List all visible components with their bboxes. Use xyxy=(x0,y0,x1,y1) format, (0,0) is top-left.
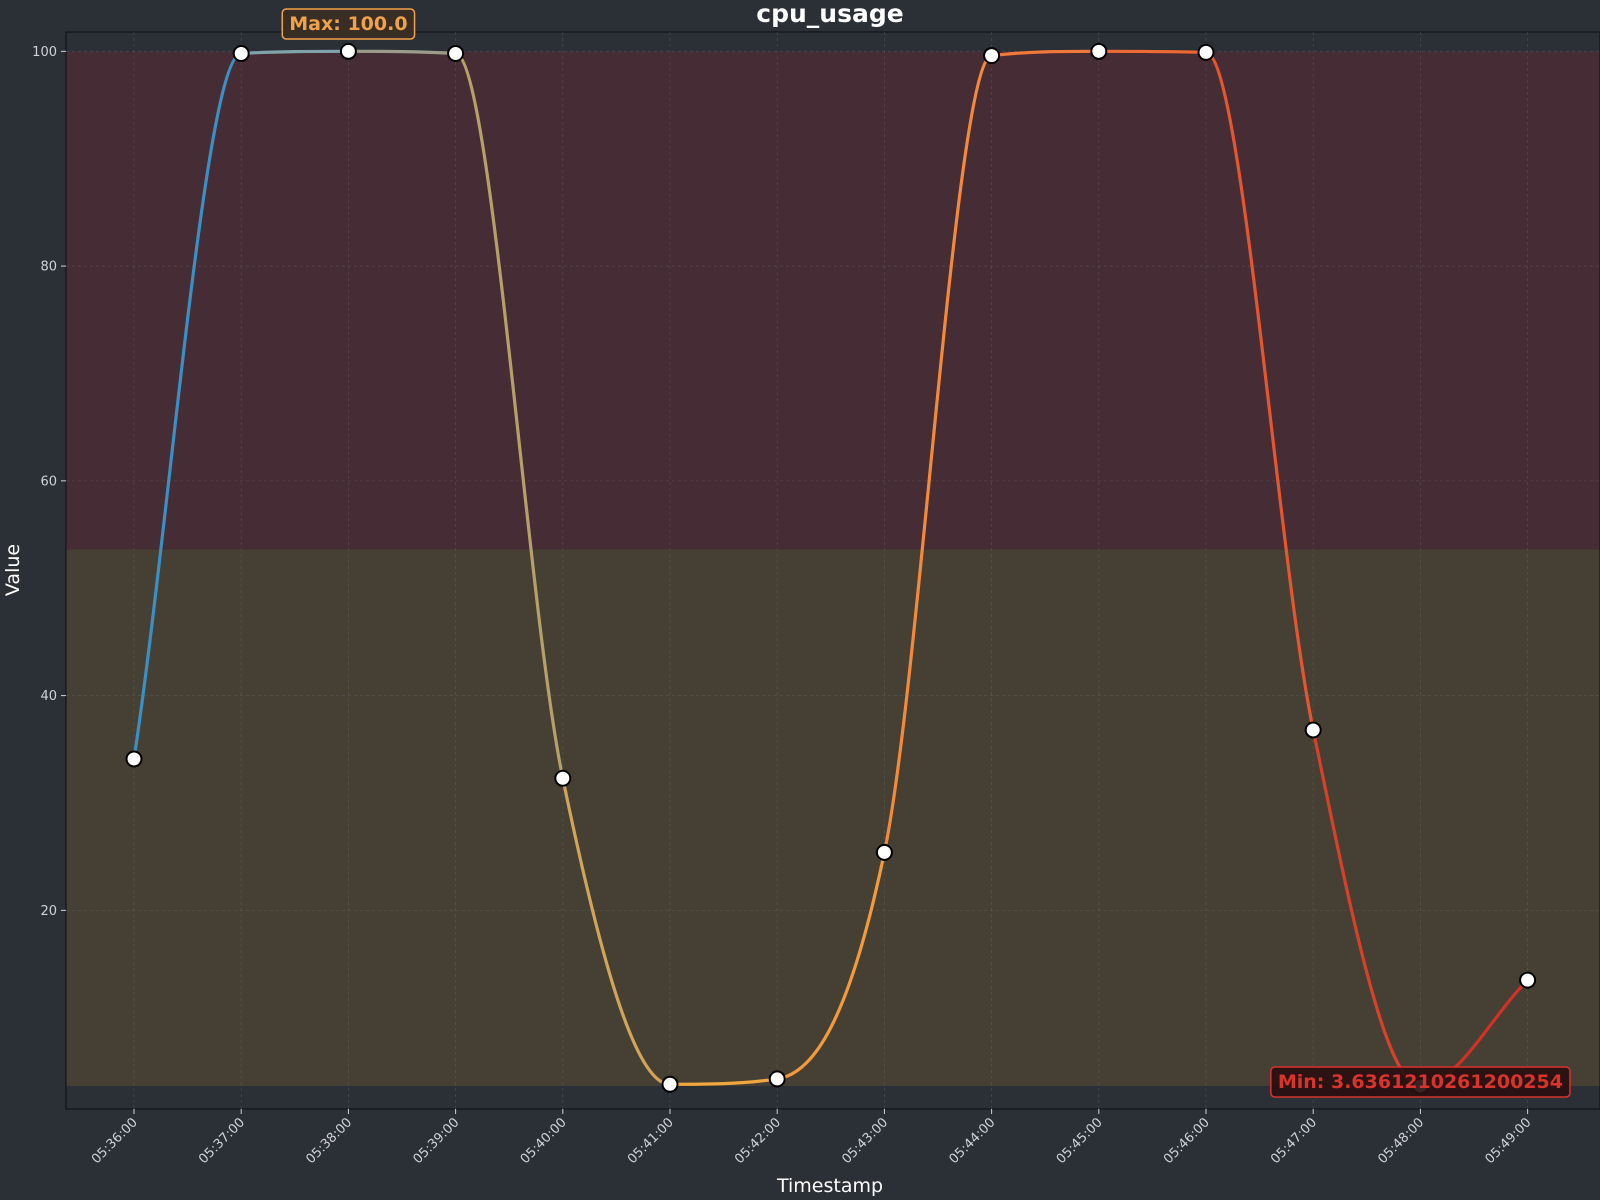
series-line-segment xyxy=(1097,49,1208,55)
max-annotation: Max: 100.0 xyxy=(281,8,416,40)
plot-frame xyxy=(65,31,1600,1110)
min-annotation-text: Min: 3.6361210261200254 xyxy=(1278,1071,1563,1093)
data-point[interactable] xyxy=(1519,971,1537,989)
y-tick-label: 40 xyxy=(40,689,57,704)
data-point[interactable] xyxy=(768,1070,786,1088)
min-annotation-box xyxy=(1270,1066,1571,1098)
data-point[interactable] xyxy=(661,1075,679,1093)
series-line-segment xyxy=(1204,50,1315,732)
data-point[interactable] xyxy=(125,750,143,768)
data-point[interactable] xyxy=(983,47,1001,65)
data-point[interactable] xyxy=(1090,42,1108,60)
max-annotation-text: Max: 100.0 xyxy=(289,13,407,35)
min-annotation: Min: 3.6361210261200254 xyxy=(1270,1066,1571,1098)
data-point[interactable] xyxy=(1304,721,1322,739)
series-line-segment xyxy=(454,51,565,780)
series-line-segment xyxy=(882,54,994,854)
series-line-segment xyxy=(346,49,458,56)
threshold-band-1 xyxy=(66,549,1600,1087)
y-axis-label: Value xyxy=(2,544,24,596)
y-tick-label: 60 xyxy=(40,474,57,489)
x-axis-label: Timestamp xyxy=(776,1175,883,1197)
series-line-segment xyxy=(132,51,243,761)
series-line-segment xyxy=(775,850,886,1081)
series-line-segment xyxy=(990,49,1101,58)
data-point[interactable] xyxy=(447,44,465,62)
series-line-segment xyxy=(239,49,350,56)
data-point[interactable] xyxy=(875,843,893,861)
max-annotation-box xyxy=(281,8,416,40)
y-tick-label: 100 xyxy=(32,45,57,60)
data-point[interactable] xyxy=(554,769,572,787)
threshold-band-0 xyxy=(66,51,1600,550)
y-tick-label: 80 xyxy=(40,260,57,275)
chart-title: cpu_usage xyxy=(756,0,903,28)
data-point[interactable] xyxy=(232,44,250,62)
data-point[interactable] xyxy=(339,42,357,60)
data-point[interactable] xyxy=(1197,43,1215,61)
series-line-segment xyxy=(561,776,672,1086)
series-line-segment xyxy=(668,1077,779,1086)
y-tick-label: 20 xyxy=(40,904,57,919)
